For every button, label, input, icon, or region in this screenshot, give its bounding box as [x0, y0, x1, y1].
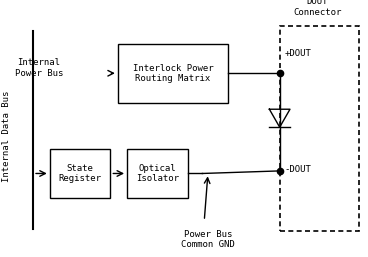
Text: Optical
Isolator: Optical Isolator	[136, 164, 179, 183]
Text: Interlock Power
Routing Matrix: Interlock Power Routing Matrix	[132, 63, 213, 83]
Text: Internal
Power Bus: Internal Power Bus	[15, 58, 63, 78]
Bar	[118, 44, 228, 103]
Text: -DOUT: -DOUT	[284, 165, 311, 174]
Text: DOUT
Connector: DOUT Connector	[293, 0, 342, 17]
Text: Internal Data Bus: Internal Data Bus	[2, 90, 11, 182]
Text: State
Register: State Register	[59, 164, 102, 183]
Bar	[280, 26, 359, 231]
Text: Power Bus
Common GND: Power Bus Common GND	[181, 230, 235, 249]
Bar	[127, 149, 188, 198]
Bar	[50, 149, 110, 198]
Text: +DOUT: +DOUT	[284, 49, 311, 59]
